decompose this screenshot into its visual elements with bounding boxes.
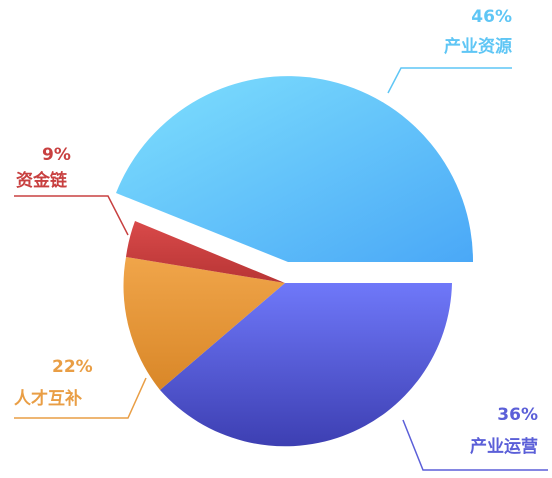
- label-capital-chain: 资金链: [16, 170, 68, 191]
- pie-slice-talent-complement: [123, 257, 285, 390]
- label-industry-resources: 产业资源: [444, 36, 512, 57]
- percent-label-capital-chain: 9%: [42, 145, 71, 165]
- pie-slice-industry-operations: [160, 283, 452, 447]
- label-talent-complement: 人才互补: [14, 388, 82, 409]
- leader-line-talent-complement: [14, 377, 147, 419]
- percent-label-talent-complement: 22%: [52, 357, 93, 377]
- leader-line-industry-resources: [387, 67, 512, 94]
- label-industry-operations: 产业运营: [470, 436, 538, 457]
- pie-slice-industry-resources: [116, 76, 474, 262]
- pie-slice-capital-chain: [126, 221, 285, 283]
- leader-line-industry-operations: [402, 419, 548, 471]
- percent-label-industry-resources: 46%: [471, 7, 512, 27]
- percent-label-industry-operations: 36%: [497, 405, 538, 425]
- leader-line-capital-chain: [14, 195, 129, 236]
